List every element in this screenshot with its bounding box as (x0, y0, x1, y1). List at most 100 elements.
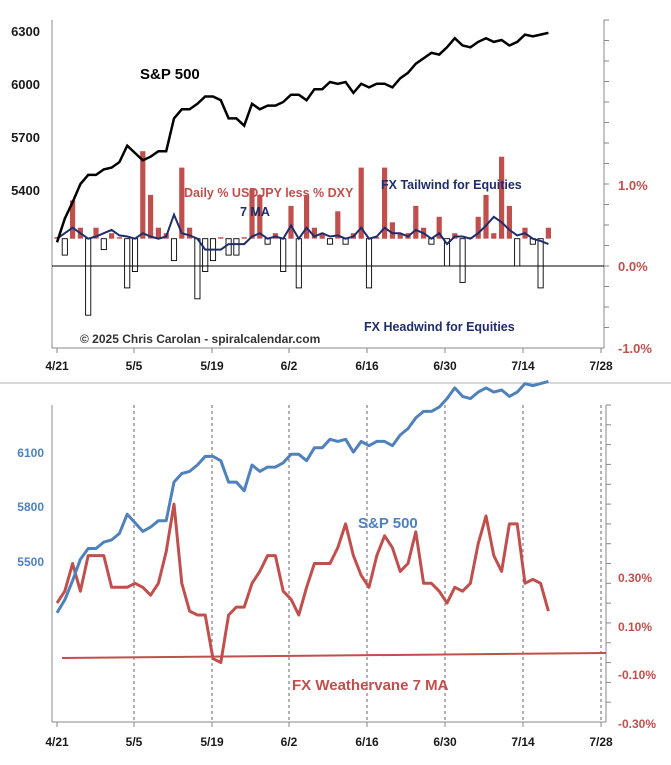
top-bars-title: Daily % USDJPY less % DXY (184, 186, 354, 200)
top-bar-5-2 (124, 238, 131, 289)
bottom-left-tick-5800: 5800 (17, 500, 44, 514)
top-bar-6-11 (335, 211, 341, 239)
bottom-right-tick-neg010: -0.10% (618, 668, 656, 682)
top-sp500-label: S&P 500 (140, 66, 200, 83)
top-x-tick-0: 4/21 (45, 359, 69, 373)
top-x-tick-5: 6/30 (433, 359, 457, 373)
top-bar-4-22 (61, 238, 68, 256)
top-x-tick-labels: 4/21 5/5 5/19 6/2 6/16 6/30 7/14 7/28 (45, 359, 613, 373)
top-bar-7-1 (436, 216, 442, 239)
top-left-tick-5400: 5400 (11, 183, 40, 198)
top-bar-5-23 (241, 237, 247, 239)
top-right-tick-neg1: -1.0% (618, 341, 652, 356)
top-bars (54, 151, 551, 316)
top-bar-6-20 (382, 167, 388, 239)
top-bar-6-4 (295, 238, 302, 289)
top-bar-5-14 (187, 227, 193, 239)
top-bar-5-28 (257, 194, 263, 239)
top-right-tick-1: 1.0% (618, 178, 648, 193)
top-bar-5-27 (249, 189, 255, 239)
top-bar-6-6 (311, 227, 317, 239)
top-bar-5-16 (202, 238, 209, 272)
top-bar-5-8 (155, 227, 161, 239)
top-bar-5-20 (218, 237, 224, 239)
top-bar-6-17 (365, 238, 373, 289)
top-bar-5-15 (194, 238, 201, 300)
top-ma-line (56, 211, 549, 251)
top-x-tick-4: 6/16 (355, 359, 379, 373)
top-bar-6-26 (413, 205, 419, 239)
bottom-x-tick-3: 6/2 (281, 735, 298, 749)
top-bar-5-7 (148, 194, 154, 239)
top-bar-7-14 (499, 156, 505, 239)
bottom-x-tick-4: 6/16 (355, 735, 379, 749)
bottom-x-tick-1: 5/5 (126, 735, 143, 749)
top-bar-6-18 (374, 237, 380, 239)
bottom-x-tick-0: 4/21 (45, 735, 69, 749)
top-bar-4-29 (100, 238, 107, 251)
top-bar-7-7 (459, 238, 466, 283)
bottom-x-tick-2: 5/19 (200, 735, 224, 749)
bottom-x-tick-5: 6/30 (433, 735, 457, 749)
top-tick-marks (56, 19, 609, 353)
bottom-right-tick-030: 0.30% (618, 571, 652, 585)
top-bar-5-1 (116, 237, 122, 239)
top-headwind-label: FX Headwind for Equities (364, 320, 515, 334)
top-bar-6-24 (397, 233, 403, 239)
top-bar-6-9 (319, 233, 325, 239)
bottom-x-tick-labels: 4/21 5/5 5/19 6/2 6/16 6/30 7/14 7/28 (45, 735, 613, 749)
bottom-right-tick-neg030: -0.30% (618, 717, 656, 731)
bottom-fx-weathervane-line (55, 502, 550, 665)
top-chart: 5400 5700 6000 6300 -1.0% 0.0% 1.0% S&P … (11, 19, 652, 373)
top-bar-7-16 (514, 238, 521, 267)
bottom-chart: 5500 5800 6100 -0.30% -0.10% 0.10% 0.30%… (17, 379, 656, 749)
top-bar-6-3 (288, 205, 294, 239)
top-left-tick-6000: 6000 (11, 77, 40, 92)
bottom-fx-label: FX Weathervane 7 MA (292, 677, 449, 694)
bottom-trend-line (61, 652, 607, 659)
top-bar-4-25 (85, 238, 92, 316)
top-x-tick-3: 6/2 (281, 359, 298, 373)
bottom-sp500-line (55, 379, 549, 614)
top-bar-4-23 (70, 200, 76, 239)
top-bar-6-5 (304, 194, 310, 239)
top-bar-6-2 (280, 238, 287, 272)
top-bar-5-21 (225, 238, 232, 256)
copyright-text: © 2025 Chris Carolan - spiralcalendar.co… (80, 332, 320, 346)
top-ma-label: 7 MA (240, 205, 270, 219)
top-sp500-line (55, 31, 549, 243)
bottom-left-tick-5500: 5500 (17, 555, 44, 569)
top-bar-5-22 (233, 238, 240, 256)
top-bar-5-12 (170, 238, 178, 262)
top-x-tick-2: 5/19 (200, 359, 224, 373)
top-x-tick-1: 5/5 (126, 359, 143, 373)
top-bar-7-15 (506, 205, 512, 239)
top-bar-7-9 (475, 216, 481, 239)
top-right-tick-0: 0.0% (618, 259, 648, 274)
top-tailwind-label: FX Tailwind for Equities (381, 178, 522, 192)
top-x-tick-6: 7/14 (511, 359, 535, 373)
top-bar-4-30 (109, 233, 115, 239)
top-x-tick-7: 7/28 (589, 359, 613, 373)
top-bar-6-16 (358, 167, 364, 239)
top-bar-5-5 (131, 238, 139, 272)
top-bar-6-23 (389, 222, 395, 239)
bottom-tick-marks (56, 404, 611, 727)
top-bar-6-10 (326, 238, 334, 245)
bottom-left-tick-6100: 6100 (17, 446, 44, 460)
top-bar-5-13 (179, 167, 185, 239)
top-left-tick-5700: 5700 (11, 130, 40, 145)
bottom-right-tick-010: 0.10% (618, 620, 652, 634)
top-bar-4-28 (93, 227, 99, 239)
bottom-sp500-label: S&P 500 (358, 515, 418, 532)
top-left-tick-6300: 6300 (11, 24, 40, 39)
top-bar-7-10 (483, 194, 489, 239)
top-bar-7-22 (545, 227, 551, 239)
top-bar-5-6 (140, 151, 146, 239)
bottom-x-tick-6: 7/14 (511, 735, 535, 749)
top-bar-7-11 (491, 233, 497, 239)
bottom-x-tick-7: 7/28 (589, 735, 613, 749)
top-bar-7-21 (537, 238, 544, 289)
